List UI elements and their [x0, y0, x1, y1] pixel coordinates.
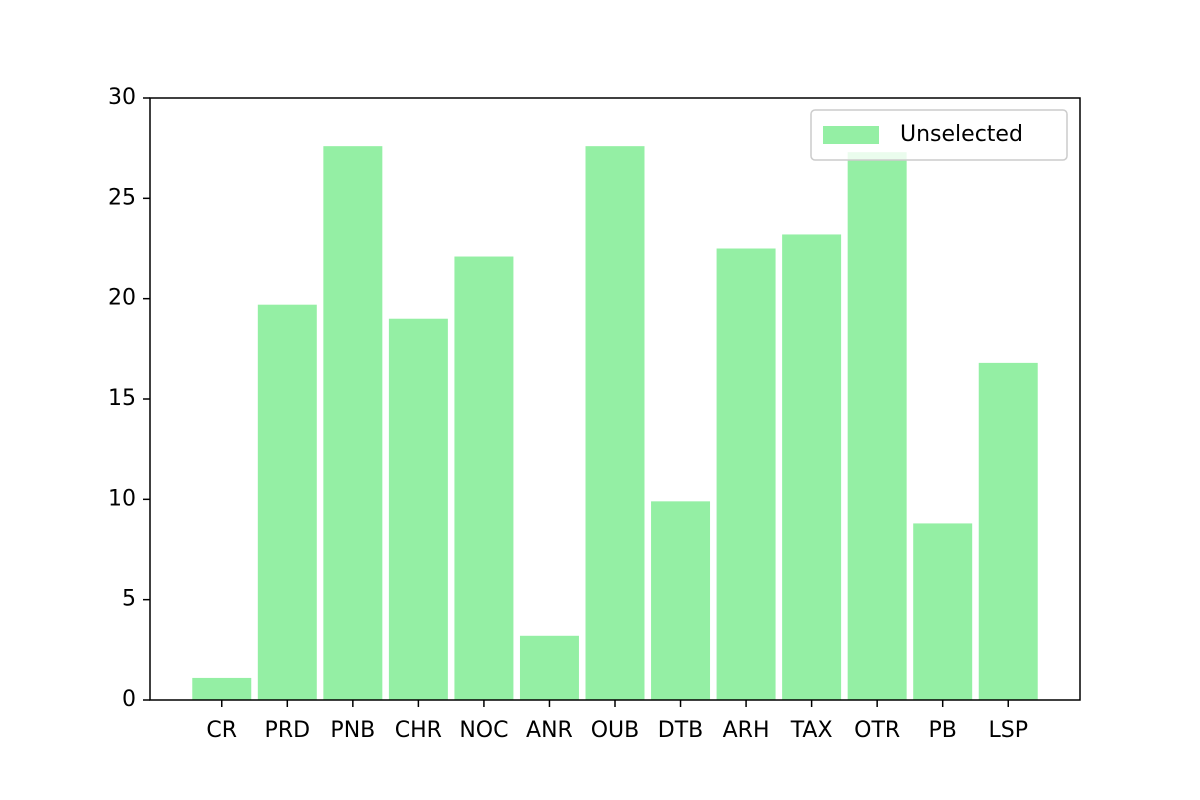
y-tick-label: 30 — [108, 85, 136, 110]
x-tick-label: CR — [206, 718, 237, 743]
x-tick-label: CHR — [395, 718, 442, 743]
x-tick-label: OUB — [591, 718, 640, 743]
y-tick-label: 25 — [108, 185, 136, 210]
y-tick-label: 15 — [108, 386, 136, 411]
bar — [847, 152, 907, 700]
x-tick-label: LSP — [988, 718, 1028, 743]
x-tick-label: PRD — [265, 718, 311, 743]
bar — [323, 146, 383, 700]
x-tick-label: PNB — [330, 718, 375, 743]
x-tick-label: NOC — [459, 718, 508, 743]
bar — [782, 234, 842, 700]
bar — [585, 146, 645, 700]
y-tick-label: 10 — [108, 486, 136, 511]
legend-label: Unselected — [900, 122, 1023, 147]
legend-box — [810, 109, 1068, 161]
bar — [257, 304, 317, 700]
bar — [388, 318, 448, 700]
bar — [716, 248, 776, 700]
x-tick-label: DTB — [658, 718, 703, 743]
axes-frame — [149, 97, 1081, 701]
x-tick-label: OTR — [854, 718, 900, 743]
x-tick-label: TAX — [790, 718, 833, 743]
bar — [519, 635, 579, 700]
bar — [192, 677, 252, 700]
x-tick-label: PB — [929, 718, 957, 743]
y-tick-label: 5 — [122, 587, 136, 612]
x-tick-label: ARH — [723, 718, 770, 743]
bar — [913, 523, 973, 700]
x-tick-label: ANR — [526, 718, 573, 743]
bar — [454, 256, 514, 700]
y-tick-label: 0 — [122, 687, 136, 712]
bar — [978, 362, 1038, 700]
bar — [651, 501, 711, 700]
legend-swatch — [823, 126, 879, 144]
y-tick-label: 20 — [108, 286, 136, 311]
